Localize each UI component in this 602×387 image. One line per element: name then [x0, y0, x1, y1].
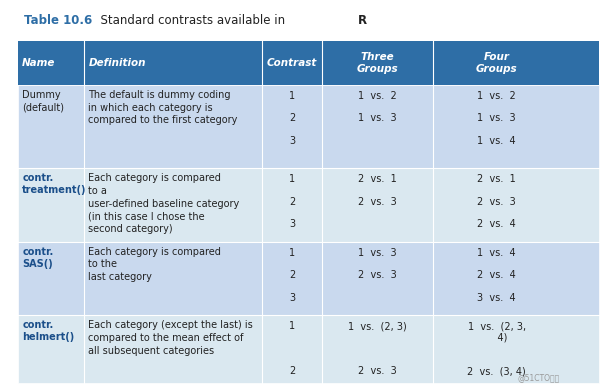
- Text: 2  vs.  3: 2 vs. 3: [477, 197, 516, 207]
- Text: 2: 2: [289, 113, 295, 123]
- Text: 1  vs.  4: 1 vs. 4: [477, 248, 516, 258]
- Text: 2: 2: [289, 197, 295, 207]
- Text: 3  vs.  4: 3 vs. 4: [477, 293, 516, 303]
- Text: @51CTO博客: @51CTO博客: [518, 373, 560, 382]
- Text: 3: 3: [289, 136, 295, 146]
- Text: Three
Groups: Three Groups: [357, 52, 399, 74]
- Text: Dummy
(default): Dummy (default): [22, 90, 64, 112]
- Text: Each category (except the last) is
compared to the mean effect of
all subsequent: Each category (except the last) is compa…: [88, 320, 253, 356]
- Text: 2  vs.  3: 2 vs. 3: [358, 366, 397, 376]
- Text: 2  vs.  4: 2 vs. 4: [477, 270, 516, 280]
- Text: 2: 2: [289, 270, 295, 280]
- Text: Each category is compared
to a
user-defined baseline category
(in this case I ch: Each category is compared to a user-defi…: [88, 173, 240, 234]
- Text: 1  vs.  3: 1 vs. 3: [358, 113, 397, 123]
- Text: 1  vs.  (2, 3,
    4): 1 vs. (2, 3, 4): [468, 321, 526, 343]
- Text: Table 10.6: Table 10.6: [24, 14, 92, 27]
- Text: contr.
SAS(): contr. SAS(): [22, 247, 54, 269]
- Text: 1: 1: [289, 91, 295, 101]
- Text: 2  vs.  3: 2 vs. 3: [358, 270, 397, 280]
- Text: 1: 1: [289, 248, 295, 258]
- Text: Each category is compared
to the
last category: Each category is compared to the last ca…: [88, 247, 222, 282]
- Text: R: R: [358, 14, 367, 27]
- Text: 1  vs.  3: 1 vs. 3: [358, 248, 397, 258]
- Text: Four
Groups: Four Groups: [476, 52, 518, 74]
- Text: contr.
helmert(): contr. helmert(): [22, 320, 75, 342]
- Text: 1  vs.  4: 1 vs. 4: [477, 136, 516, 146]
- Text: 2  vs.  1: 2 vs. 1: [477, 174, 516, 184]
- Text: 2  vs.  1: 2 vs. 1: [358, 174, 397, 184]
- Text: contr.
treatment(): contr. treatment(): [22, 173, 87, 195]
- Text: Definition: Definition: [88, 58, 146, 68]
- Text: 3: 3: [289, 293, 295, 303]
- Text: 1  vs.  2: 1 vs. 2: [358, 91, 397, 101]
- Text: Name: Name: [22, 58, 55, 68]
- Text: Standard contrasts available in: Standard contrasts available in: [93, 14, 289, 27]
- Text: Contrast: Contrast: [267, 58, 317, 68]
- Text: 3: 3: [289, 219, 295, 229]
- Text: 1: 1: [289, 174, 295, 184]
- Text: 2: 2: [289, 366, 295, 376]
- Text: 1  vs.  (2, 3): 1 vs. (2, 3): [349, 321, 407, 331]
- Text: 1: 1: [289, 321, 295, 331]
- Text: 1  vs.  3: 1 vs. 3: [477, 113, 516, 123]
- Text: The default is dummy coding
in which each category is
compared to the first cate: The default is dummy coding in which eac…: [88, 90, 238, 125]
- Text: 2  vs.  4: 2 vs. 4: [477, 219, 516, 229]
- Text: 1  vs.  2: 1 vs. 2: [477, 91, 516, 101]
- Text: 2  vs.  3: 2 vs. 3: [358, 197, 397, 207]
- Text: 2  vs.  (3, 4): 2 vs. (3, 4): [467, 366, 526, 376]
